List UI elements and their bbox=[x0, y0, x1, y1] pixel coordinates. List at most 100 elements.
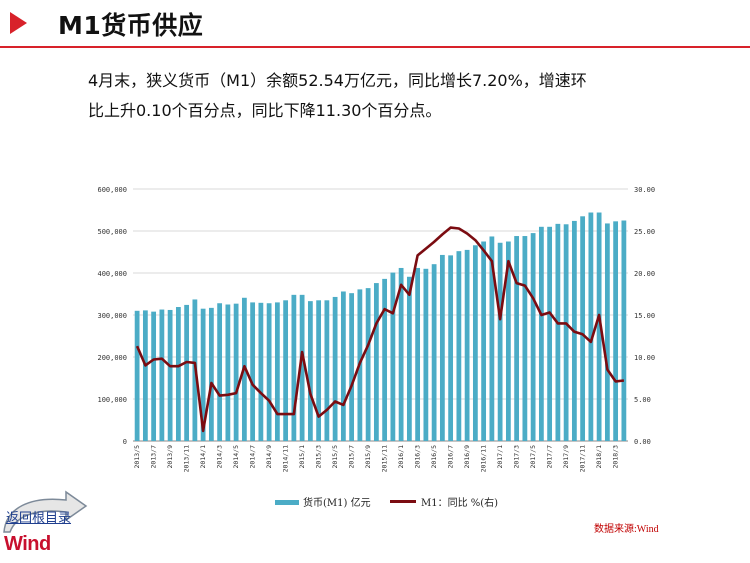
bar bbox=[481, 241, 487, 441]
legend-line-swatch bbox=[390, 500, 416, 503]
summary-line-1: 4月末，狭义货币（M1）余额52.54万亿元，同比增长7.20%，增速环 bbox=[88, 71, 587, 90]
bar bbox=[621, 220, 627, 441]
x-tick-label: 2017/1 bbox=[496, 445, 504, 469]
x-tick-label: 2014/3 bbox=[216, 445, 224, 469]
bar bbox=[530, 233, 536, 441]
x-tick-label: 2017/11 bbox=[579, 445, 587, 472]
bar bbox=[423, 268, 429, 441]
bar bbox=[439, 254, 445, 441]
bar bbox=[175, 307, 181, 441]
bar bbox=[324, 300, 330, 441]
legend-line-label: M1：同比 %(右) bbox=[421, 498, 499, 509]
y-right-tick-label: 0.00 bbox=[634, 438, 651, 446]
x-tick-label: 2015/3 bbox=[315, 445, 323, 469]
bar bbox=[382, 278, 388, 441]
x-tick-label: 2014/7 bbox=[249, 445, 257, 469]
x-tick-label: 2013/11 bbox=[183, 445, 191, 472]
x-tick-label: 2017/7 bbox=[546, 445, 554, 469]
y-left-tick-label: 400,000 bbox=[97, 270, 127, 278]
bar bbox=[283, 300, 289, 441]
x-tick-label: 2018/3 bbox=[612, 445, 620, 469]
bar bbox=[184, 304, 190, 441]
legend-bar-swatch bbox=[275, 500, 299, 505]
x-tick-label: 2016/5 bbox=[430, 445, 438, 469]
bar bbox=[200, 308, 206, 441]
bar bbox=[563, 224, 569, 441]
bar bbox=[142, 310, 148, 441]
bar bbox=[299, 294, 305, 441]
bar bbox=[274, 302, 280, 441]
bar bbox=[588, 212, 594, 441]
y-right-tick-label: 15.00 bbox=[634, 312, 655, 320]
bar bbox=[406, 276, 412, 441]
bar bbox=[291, 294, 297, 441]
bar bbox=[225, 304, 231, 441]
y-left-tick-label: 100,000 bbox=[97, 396, 127, 404]
bar bbox=[555, 223, 561, 441]
y-left-tick-label: 200,000 bbox=[97, 354, 127, 362]
bar bbox=[217, 303, 223, 441]
bar bbox=[604, 223, 610, 441]
bar bbox=[522, 236, 528, 441]
x-tick-label: 2017/9 bbox=[562, 445, 570, 469]
bar bbox=[497, 242, 503, 441]
x-tick-label: 2014/11 bbox=[282, 445, 290, 472]
y-right-tick-label: 5.00 bbox=[634, 396, 651, 404]
legend-bar-label: 货币(M1) 亿元 bbox=[303, 498, 371, 509]
bar bbox=[266, 303, 272, 441]
x-tick-label: 2018/1 bbox=[595, 445, 603, 469]
page-title: M1货币供应 bbox=[58, 11, 204, 40]
y-left-tick-label: 0 bbox=[123, 438, 127, 446]
title-bar: M1货币供应 bbox=[0, 0, 750, 48]
bar bbox=[134, 310, 140, 441]
bar bbox=[514, 236, 520, 441]
x-tick-label: 2014/1 bbox=[199, 445, 207, 469]
bar bbox=[332, 296, 338, 441]
x-tick-label: 2016/11 bbox=[480, 445, 488, 472]
x-tick-label: 2015/1 bbox=[298, 445, 306, 469]
bar bbox=[431, 264, 437, 441]
bar bbox=[456, 251, 462, 441]
bar bbox=[316, 300, 322, 441]
bar bbox=[472, 245, 478, 441]
bar bbox=[613, 221, 619, 441]
bar bbox=[258, 302, 264, 441]
x-tick-label: 2013/9 bbox=[166, 445, 174, 469]
y-left-tick-label: 600,000 bbox=[97, 186, 127, 194]
bar bbox=[538, 226, 544, 441]
y-left-tick-label: 300,000 bbox=[97, 312, 127, 320]
bar bbox=[233, 303, 239, 441]
data-source: 数据来源:Wind bbox=[594, 524, 659, 535]
x-tick-label: 2015/7 bbox=[348, 445, 356, 469]
return-arrow-icon[interactable] bbox=[0, 488, 92, 538]
bar bbox=[390, 272, 396, 441]
bar bbox=[151, 311, 157, 441]
wind-logo: Wind bbox=[4, 533, 51, 555]
bar bbox=[489, 236, 495, 441]
x-tick-label: 2017/3 bbox=[513, 445, 521, 469]
x-tick-label: 2016/7 bbox=[447, 445, 455, 469]
x-tick-label: 2017/5 bbox=[529, 445, 537, 469]
return-root-link[interactable]: 返回根目录 bbox=[6, 511, 72, 526]
x-tick-label: 2014/9 bbox=[265, 445, 273, 469]
bar bbox=[373, 283, 379, 441]
bar bbox=[415, 267, 421, 441]
bar bbox=[505, 241, 511, 441]
bar bbox=[167, 309, 173, 441]
bar bbox=[349, 293, 355, 441]
x-tick-label: 2016/3 bbox=[414, 445, 422, 469]
bar bbox=[398, 267, 404, 441]
bar bbox=[340, 291, 346, 441]
bar bbox=[365, 288, 371, 441]
y-right-tick-label: 20.00 bbox=[634, 270, 655, 278]
bar bbox=[580, 216, 586, 441]
x-tick-label: 2013/7 bbox=[150, 445, 158, 469]
bar bbox=[596, 212, 602, 441]
x-tick-label: 2015/5 bbox=[331, 445, 339, 469]
bar bbox=[307, 301, 313, 441]
series-line bbox=[135, 226, 625, 433]
summary-text: 4月末，狭义货币（M1）余额52.54万亿元，同比增长7.20%，增速环 比上升… bbox=[88, 66, 688, 126]
bar bbox=[159, 309, 165, 441]
summary-line-2: 比上升0.10个百分点，同比下降11.30个百分点。 bbox=[88, 101, 442, 120]
